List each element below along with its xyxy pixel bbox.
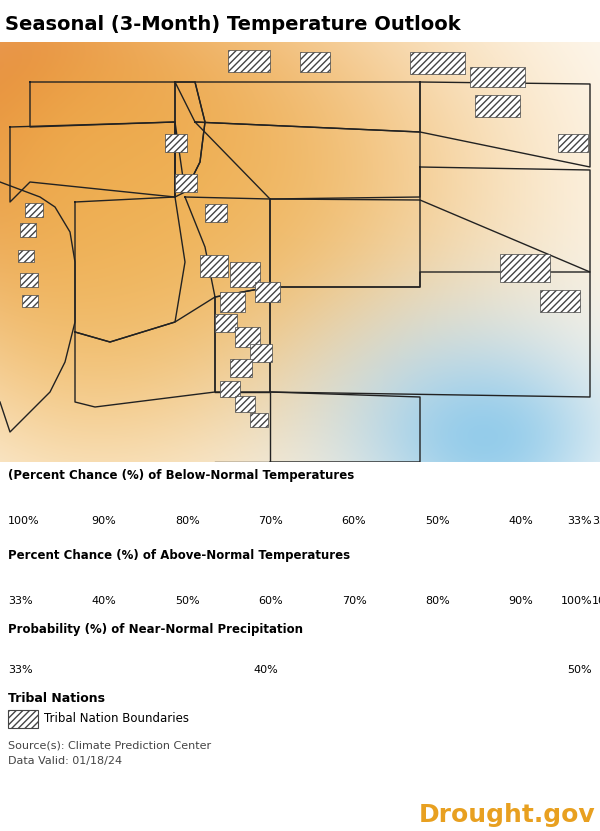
Bar xyxy=(470,67,525,87)
Bar xyxy=(25,203,43,217)
Bar xyxy=(220,381,240,397)
Bar xyxy=(20,273,38,287)
Bar xyxy=(475,95,520,117)
Bar xyxy=(205,204,227,222)
Bar xyxy=(540,290,580,312)
Bar xyxy=(228,50,270,72)
Text: 70%: 70% xyxy=(342,596,367,606)
Text: 33%: 33% xyxy=(568,516,592,526)
Bar xyxy=(220,292,245,312)
Text: Tribal Nation Boundaries: Tribal Nation Boundaries xyxy=(44,711,189,725)
Bar xyxy=(235,396,255,412)
Bar xyxy=(22,295,38,307)
Bar xyxy=(175,174,197,192)
Text: Seasonal (3-Month) Temperature Outlook: Seasonal (3-Month) Temperature Outlook xyxy=(5,14,461,33)
Bar xyxy=(230,262,260,287)
Text: 60%: 60% xyxy=(342,516,367,526)
Bar xyxy=(165,134,187,152)
Text: 50%: 50% xyxy=(175,596,199,606)
Text: 40%: 40% xyxy=(91,596,116,606)
Text: Percent Chance (%) of Above-Normal Temperatures: Percent Chance (%) of Above-Normal Tempe… xyxy=(8,549,350,563)
Text: Data Valid: 01/18/24: Data Valid: 01/18/24 xyxy=(8,756,122,766)
Text: 80%: 80% xyxy=(175,516,200,526)
Text: Drought.gov: Drought.gov xyxy=(418,803,595,827)
Text: 100%: 100% xyxy=(560,596,592,606)
Text: 90%: 90% xyxy=(509,596,533,606)
Text: 50%: 50% xyxy=(425,516,450,526)
Bar xyxy=(230,359,252,377)
Text: 100%: 100% xyxy=(8,516,40,526)
Bar xyxy=(235,327,260,347)
Bar xyxy=(300,52,330,72)
Bar xyxy=(250,344,272,362)
Text: 90%: 90% xyxy=(91,516,116,526)
Bar xyxy=(215,314,237,332)
Bar xyxy=(250,413,268,427)
Bar xyxy=(255,282,280,302)
Bar xyxy=(558,134,588,152)
Text: 100%: 100% xyxy=(592,596,600,606)
Text: 40%: 40% xyxy=(253,665,278,675)
Text: 60%: 60% xyxy=(258,596,283,606)
Text: 70%: 70% xyxy=(258,516,283,526)
Text: 50%: 50% xyxy=(568,665,592,675)
Text: Source(s): Climate Prediction Center: Source(s): Climate Prediction Center xyxy=(8,740,211,750)
Text: 80%: 80% xyxy=(425,596,450,606)
Text: 33%: 33% xyxy=(592,516,600,526)
Text: 40%: 40% xyxy=(509,516,533,526)
Text: 33%: 33% xyxy=(8,665,32,675)
Bar xyxy=(18,250,34,262)
Text: Probability (%) of Near-Normal Precipitation: Probability (%) of Near-Normal Precipita… xyxy=(8,623,303,637)
Text: 33%: 33% xyxy=(8,596,32,606)
Bar xyxy=(200,255,228,277)
Bar xyxy=(500,254,550,282)
Text: Tribal Nations: Tribal Nations xyxy=(8,691,105,705)
Bar xyxy=(410,52,465,74)
Text: (Percent Chance (%) of Below-Normal Temperatures: (Percent Chance (%) of Below-Normal Temp… xyxy=(8,470,354,483)
Bar xyxy=(20,223,36,237)
